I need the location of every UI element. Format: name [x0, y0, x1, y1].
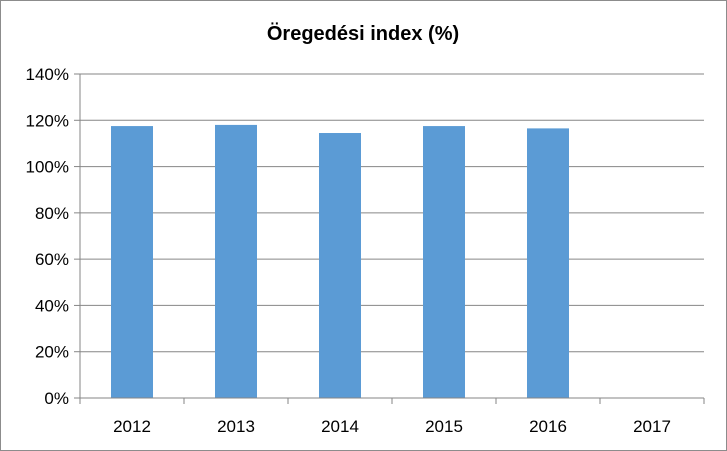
- axes: [79, 74, 705, 404]
- y-tick-label: 20%: [35, 343, 69, 362]
- x-tick-label: 2017: [633, 417, 671, 436]
- y-tick-label: 120%: [26, 111, 69, 130]
- bar-2012: [111, 126, 153, 399]
- x-tick-label: 2013: [217, 417, 255, 436]
- bar-2015: [423, 126, 465, 399]
- x-tick-label: 2012: [113, 417, 151, 436]
- bar-2013: [215, 124, 257, 399]
- x-tick-labels: 2012 2013 2014 2015 2016 2017: [113, 417, 671, 436]
- y-tick-label: 60%: [35, 250, 69, 269]
- x-tick-label: 2014: [321, 417, 359, 436]
- x-tick-label: 2015: [425, 417, 463, 436]
- gridlines: [74, 73, 704, 399]
- y-tick-label: 0%: [44, 389, 69, 408]
- y-tick-label: 40%: [35, 296, 69, 315]
- y-tick-labels: 0% 20% 40% 60% 80% 100% 120% 140%: [26, 65, 69, 408]
- bar-2016: [527, 128, 569, 398]
- bars: [111, 124, 569, 399]
- bar-2014: [319, 133, 361, 398]
- x-tick-label: 2016: [529, 417, 567, 436]
- y-tick-label: 100%: [26, 158, 69, 177]
- y-tick-label: 140%: [26, 65, 69, 84]
- y-tick-label: 80%: [35, 204, 69, 223]
- chart-title: Öregedési index (%): [267, 22, 459, 45]
